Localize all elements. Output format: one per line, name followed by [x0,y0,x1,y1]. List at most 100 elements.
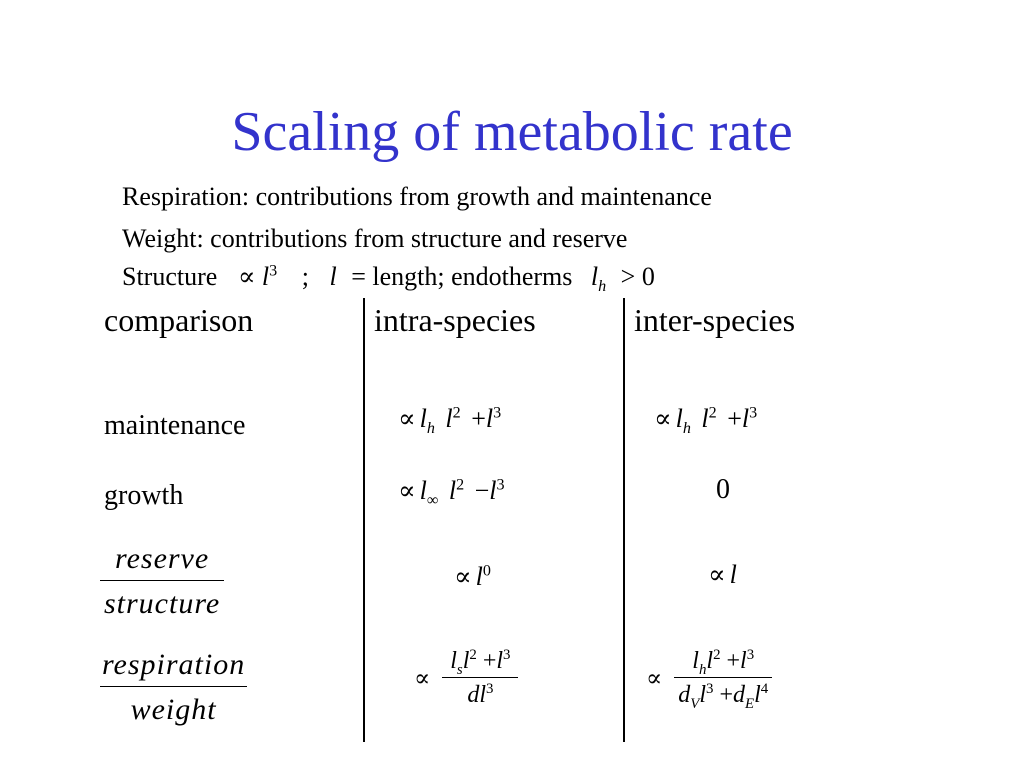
variable-d: d [733,682,745,708]
exponent: 2 [708,404,717,422]
variable-l: l [475,562,483,591]
fraction-numerator: reserve [115,542,210,575]
variable-l: l [479,682,486,708]
exponent: 4 [760,681,769,697]
fraction-numerator: respiration [102,648,246,681]
subscript: V [690,695,700,712]
fraction-bar [674,677,773,678]
greater-than: > [620,262,636,291]
fraction-bar [442,677,519,678]
plus-sign: + [482,648,497,674]
row-label-reserve-structure: reserve structure [100,542,225,621]
fraction-numerator: lhl2 +l3 [674,647,772,678]
variable-l: l [496,648,504,674]
intro-line-structure: Structure ∝ l3 ; l = length; endotherms … [122,262,655,296]
subscript: h [598,278,607,296]
zero: 0 [641,262,655,291]
variable-l: l [489,476,497,505]
exponent: 2 [469,647,477,663]
growth-inter-value: 0 [716,474,730,505]
variable-l: l [450,648,457,674]
respiration-weight-inter-formula: ∝ lhl2 +l3 dVl3 +dEl4 [646,647,773,712]
variable-l: l [419,476,427,505]
plus-sign: + [727,404,742,433]
intro-line-respiration: Respiration: contributions from growth a… [122,182,712,211]
proportional-symbol: ∝ [414,666,431,692]
fraction-numerator: lsl2 +l3 [442,647,518,678]
fraction: lhl2 +l3 dVl3 +dEl4 [674,647,773,712]
exponent: 3 [485,681,494,697]
variable-l: l [740,648,747,674]
exponent: 3 [493,404,502,422]
structure-word: Structure [122,262,218,291]
variable-l: l [692,648,699,674]
exponent: 3 [746,647,755,663]
proportional-symbol: ∝ [654,404,672,433]
variable-l: l [462,648,470,674]
column-divider [623,298,625,742]
exponent: 3 [706,681,714,697]
exponent: 3 [496,476,505,494]
respiration-weight-intra-formula: ∝ lsl2 +l3 dl3 [414,647,519,709]
growth-intra-formula: ∝ l∞ l2 −l3 [398,476,505,510]
exponent: 0 [482,562,491,580]
exponent: 2 [713,647,721,663]
variable-l: l [706,648,714,674]
proportional-symbol: ∝ [454,562,472,591]
row-label-maintenance: maintenance [104,410,246,441]
proportional-symbol: ∝ [398,404,416,433]
variable-l: l [261,262,270,291]
variable-d: d [467,682,480,708]
variable-l: l [419,404,427,433]
variable-l: l [729,560,737,589]
subscript-infinity: ∞ [426,492,439,510]
variable-l: l [699,682,707,708]
plus-sign: + [726,648,741,674]
variable-l: l [754,682,761,708]
length-text: length; endotherms [372,262,573,291]
fraction-bar [100,580,225,581]
intro-line-weight: Weight: contributions from structure and… [122,224,628,253]
exponent: 3 [503,647,511,663]
subscript: h [698,661,707,678]
subscript: E [745,695,755,712]
column-header-intra-species: intra-species [374,302,536,338]
plus-sign: + [471,404,486,433]
fraction-denominator: structure [104,587,221,620]
variable-l: l [329,262,337,291]
variable-l: l [701,404,709,433]
column-header-inter-species: inter-species [634,302,796,338]
row-label-growth: growth [104,480,184,511]
fraction: lsl2 +l3 dl3 [442,647,519,709]
equals-sign: = [351,262,366,291]
row-label-respiration-weight: respiration weight [100,648,248,727]
exponent: 3 [749,404,758,422]
fraction-denominator: dVl3 +dEl4 [674,678,772,712]
exponent: 3 [269,262,278,280]
subscript: s [456,661,463,678]
fraction-denominator: weight [130,693,217,726]
variable-l: l [448,476,457,505]
maintenance-inter-formula: ∝ lh l2 +l3 [654,404,758,438]
page-title: Scaling of metabolic rate [231,101,793,163]
proportional-symbol: ∝ [237,262,256,291]
variable-l: l [590,262,599,291]
variable-l: l [445,404,453,433]
proportional-symbol: ∝ [708,560,726,589]
plus-sign: + [719,682,733,708]
reserve-structure-intra-formula: ∝ l0 [454,562,491,592]
subscript: h [426,420,435,438]
semicolon: ; [301,262,309,291]
variable-l: l [741,404,750,433]
variable-l: l [485,404,494,433]
variable-l: l [675,404,683,433]
exponent: 2 [452,404,461,422]
exponent: 2 [456,476,465,494]
proportional-symbol: ∝ [398,476,416,505]
subscript: h [682,420,691,438]
maintenance-intra-formula: ∝ lh l2 +l3 [398,404,502,438]
fraction-denominator: dl3 [442,678,518,709]
fraction-bar [100,686,248,687]
minus-sign: − [474,476,490,505]
column-divider [363,298,365,742]
